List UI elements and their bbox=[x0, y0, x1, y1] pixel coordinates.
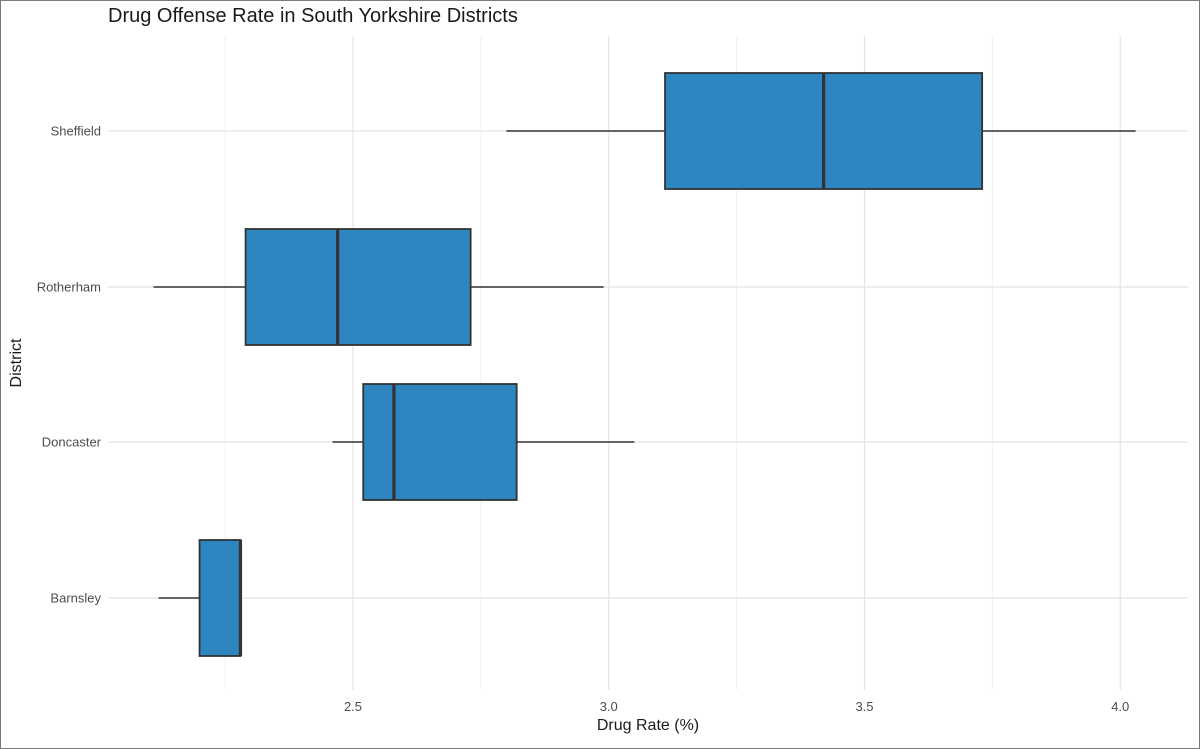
x-tick-label: 3.5 bbox=[855, 699, 873, 714]
y-tick-label: Doncaster bbox=[42, 435, 102, 450]
box-doncaster bbox=[362, 383, 518, 501]
box-rotherham bbox=[244, 228, 472, 346]
x-tick-label: 4.0 bbox=[1111, 699, 1129, 714]
y-tick-label: Rotherham bbox=[37, 280, 101, 295]
y-axis-title: District bbox=[8, 338, 25, 387]
x-tick-label: 2.5 bbox=[344, 699, 362, 714]
y-tick-label: Sheffield bbox=[51, 124, 101, 139]
x-axis-title: Drug Rate (%) bbox=[597, 717, 699, 734]
x-tick-label: 3.0 bbox=[600, 699, 618, 714]
chart-title: Drug Offense Rate in South Yorkshire Dis… bbox=[108, 5, 518, 27]
y-tick-label: Barnsley bbox=[50, 591, 101, 606]
box-barnsley bbox=[198, 539, 242, 657]
